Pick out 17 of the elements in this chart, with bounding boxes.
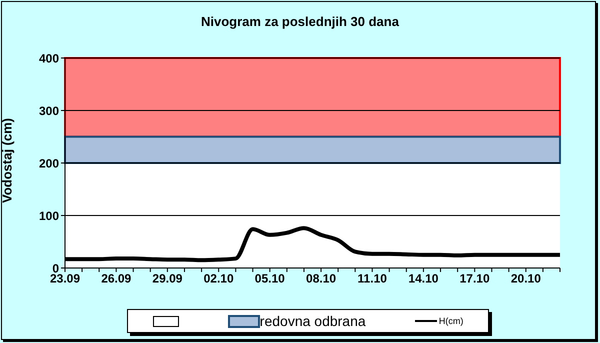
y-axis-title: Vodostaj (cm)	[0, 118, 15, 203]
x-tick-label: 05.10	[254, 272, 286, 286]
y-tick-label: 400	[38, 51, 60, 66]
y-tick-label: 100	[38, 208, 60, 223]
x-tick-label: 08.10	[306, 272, 336, 286]
y-tick-label: 200	[38, 156, 60, 170]
x-tick-label: 20.10	[510, 272, 542, 286]
y-tick-label: 300	[38, 104, 60, 118]
legend-label: redovna odbrana	[260, 313, 366, 329]
x-tick-label: 29.09	[152, 272, 183, 286]
x-tick-label: 14.10	[408, 272, 439, 286]
legend-label: H(cm)	[438, 316, 464, 326]
x-tick-label: 11.10	[358, 272, 388, 286]
chart-title: Nivogram za poslednjih 30 dana	[200, 14, 400, 29]
x-tick-label: 02.10	[204, 272, 234, 286]
x-tick-label: 17.10	[460, 272, 490, 286]
x-tick-label: 26.09	[101, 272, 132, 286]
